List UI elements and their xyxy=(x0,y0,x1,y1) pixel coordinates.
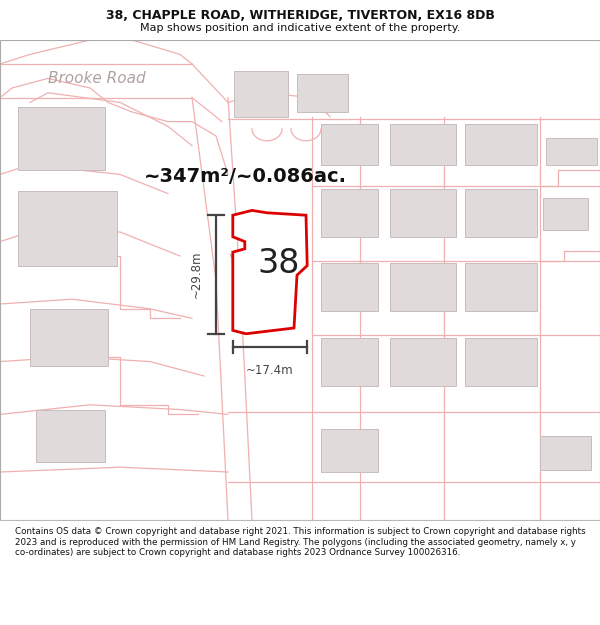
Bar xyxy=(543,198,588,229)
Bar xyxy=(465,338,537,386)
Bar xyxy=(321,189,378,237)
Bar xyxy=(390,338,456,386)
Bar xyxy=(321,124,378,165)
Bar xyxy=(321,429,378,472)
Bar xyxy=(465,263,537,311)
Bar xyxy=(540,436,591,469)
Bar xyxy=(18,191,117,266)
Bar xyxy=(390,263,456,311)
Bar xyxy=(30,309,108,366)
Text: ~17.4m: ~17.4m xyxy=(246,364,294,377)
Text: 38, CHAPPLE ROAD, WITHERIDGE, TIVERTON, EX16 8DB: 38, CHAPPLE ROAD, WITHERIDGE, TIVERTON, … xyxy=(106,9,494,22)
Bar xyxy=(36,409,105,462)
Text: Contains OS data © Crown copyright and database right 2021. This information is : Contains OS data © Crown copyright and d… xyxy=(15,528,586,557)
Bar xyxy=(465,124,537,165)
Bar xyxy=(234,71,288,117)
Bar xyxy=(465,189,537,237)
Text: Map shows position and indicative extent of the property.: Map shows position and indicative extent… xyxy=(140,22,460,32)
Text: Brooke Road: Brooke Road xyxy=(48,71,146,86)
Text: ~29.8m: ~29.8m xyxy=(190,251,203,298)
Polygon shape xyxy=(233,211,307,334)
Bar xyxy=(297,74,348,112)
Bar xyxy=(546,138,597,165)
Text: Brooke Road: Brooke Road xyxy=(227,251,248,318)
Bar xyxy=(390,189,456,237)
Bar xyxy=(390,124,456,165)
Text: ~347m²/~0.086ac.: ~347m²/~0.086ac. xyxy=(144,168,347,186)
Bar xyxy=(321,263,378,311)
Text: 38: 38 xyxy=(257,248,300,280)
Bar xyxy=(321,338,378,386)
Bar xyxy=(18,107,105,169)
